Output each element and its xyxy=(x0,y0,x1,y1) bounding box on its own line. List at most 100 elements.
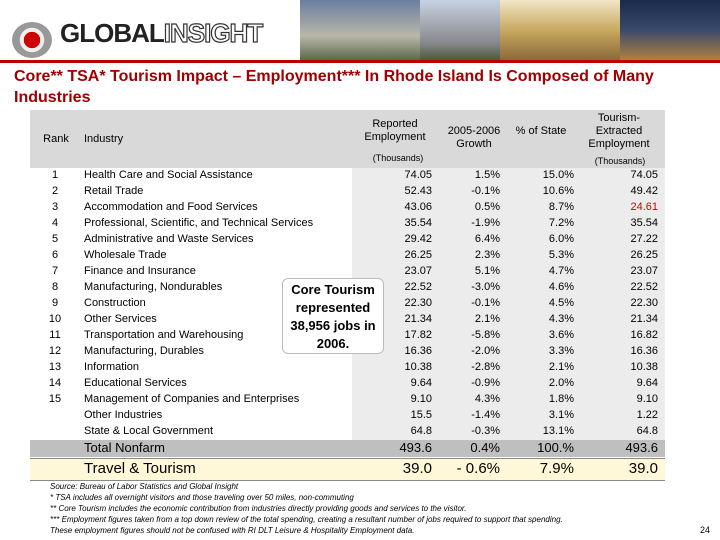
value-cell: -0.1% xyxy=(471,185,500,197)
value-cell: 43.06 xyxy=(404,201,432,213)
value-cell: 21.34 xyxy=(630,313,658,325)
total-cell: 0.4% xyxy=(470,440,500,455)
total-cell: 493.6 xyxy=(625,440,658,455)
rank: 5 xyxy=(51,233,59,245)
industry: Total Nonfarm xyxy=(84,440,165,455)
tourism-bg xyxy=(30,458,665,481)
value-cell: -2.8% xyxy=(471,361,500,373)
value-cell: 2.1% xyxy=(548,361,574,373)
industry: Travel & Tourism xyxy=(84,460,196,477)
value-cell: 4.7% xyxy=(548,265,574,277)
header-cell: Rank xyxy=(43,133,69,145)
value-cell: 2.0% xyxy=(548,377,574,389)
header-cell: % of State xyxy=(515,125,567,137)
value-cell: 1.22 xyxy=(636,409,658,421)
value-cell: 4.3% xyxy=(548,313,574,325)
value-cell: 4.6% xyxy=(548,281,574,293)
value-cell: 64.8 xyxy=(636,425,658,437)
title: Core** TSA* Tourism Impact – Employment*… xyxy=(14,68,654,106)
value-cell: 23.07 xyxy=(404,265,432,277)
rank: 11 xyxy=(49,329,61,341)
value-cell: 5.3% xyxy=(548,249,574,261)
rank: 2 xyxy=(51,185,59,197)
photo xyxy=(620,0,720,60)
value-cell: 22.30 xyxy=(404,297,432,309)
value-cell: 23.07 xyxy=(630,265,658,277)
industry: Professional, Scientific, and Technical … xyxy=(84,217,314,229)
footnote: These employment figures should not be c… xyxy=(50,526,415,535)
value-cell: 27.22 xyxy=(630,233,658,245)
value-cell: 10.38 xyxy=(630,361,658,373)
industry: Wholesale Trade xyxy=(84,249,167,261)
header-cell: Tourism-Extracted Employment xyxy=(588,112,650,150)
tourism-cell: 39.0 xyxy=(628,460,658,477)
value-cell: 16.36 xyxy=(630,345,658,357)
value-cell: 64.8 xyxy=(410,425,432,437)
numbers-bg xyxy=(352,168,665,440)
rank: 8 xyxy=(51,281,59,293)
total-cell: 493.6 xyxy=(399,440,432,455)
rule xyxy=(0,60,720,63)
value-cell: 74.05 xyxy=(630,169,658,181)
footnote: Source: Bureau of Labor Statistics and G… xyxy=(50,482,239,491)
industry: Manufacturing, Nondurables xyxy=(84,281,223,293)
value-cell: 7.2% xyxy=(548,217,574,229)
value-cell: 9.64 xyxy=(410,377,432,389)
rank: 15 xyxy=(48,393,62,405)
value-cell: 1.5% xyxy=(474,169,500,181)
industry: State & Local Government xyxy=(84,425,214,437)
header-cell: Industry xyxy=(84,133,124,145)
value-cell: 6.4% xyxy=(474,233,500,245)
value-cell: -0.3% xyxy=(471,425,500,437)
value-cell: 9.10 xyxy=(636,393,658,405)
logo: GLOBALINSIGHT xyxy=(60,17,264,49)
page-number: 24 xyxy=(700,525,711,535)
industry: Health Care and Social Assistance xyxy=(84,169,253,181)
industry: Retail Trade xyxy=(84,185,144,197)
value-cell: -0.1% xyxy=(471,297,500,309)
value-cell: 52.43 xyxy=(404,185,432,197)
callout: Core Tourism represented 38,956 jobs in … xyxy=(282,278,384,354)
value-cell: 22.52 xyxy=(404,281,432,293)
value-cell: 3.1% xyxy=(548,409,574,421)
value-cell: 22.52 xyxy=(630,281,658,293)
value-cell: 29.42 xyxy=(404,233,432,245)
footnote: *** Employment figures taken from a top … xyxy=(50,515,563,524)
rank: 10 xyxy=(48,313,62,325)
rank: 14 xyxy=(48,377,62,389)
value-cell: 17.82 xyxy=(404,329,432,341)
logo-globe xyxy=(12,22,52,58)
value-cell: 16.82 xyxy=(630,329,658,341)
industry: Information xyxy=(84,361,140,373)
value-cell: 3.3% xyxy=(548,345,574,357)
industry: Management of Companies and Enterprises xyxy=(84,393,300,405)
rank: 9 xyxy=(51,297,59,309)
footnote: * TSA includes all overnight visitors an… xyxy=(50,493,354,502)
value-cell: 26.25 xyxy=(404,249,432,261)
value-cell: 74.05 xyxy=(404,169,432,181)
photo xyxy=(420,0,500,60)
value-cell: 3.6% xyxy=(548,329,574,341)
value-cell: 15.5 xyxy=(410,409,432,421)
rank: 6 xyxy=(51,249,59,261)
rank: 4 xyxy=(51,217,59,229)
value-cell: 35.54 xyxy=(630,217,658,229)
rank: 3 xyxy=(51,201,59,213)
logo-second: INSIGHT xyxy=(163,17,264,48)
table-header-bg xyxy=(30,110,665,168)
value-cell: -1.4% xyxy=(471,409,500,421)
value-cell: 35.54 xyxy=(404,217,432,229)
photo xyxy=(300,0,420,60)
value-cell: 5.1% xyxy=(474,265,500,277)
photo xyxy=(500,0,620,60)
tourism-cell: 7.9% xyxy=(539,460,574,477)
value-cell: 21.34 xyxy=(404,313,432,325)
value-cell: 15.0% xyxy=(542,169,574,181)
value-cell: 2.3% xyxy=(474,249,500,261)
industry: Manufacturing, Durables xyxy=(84,345,204,357)
value-cell: -1.9% xyxy=(471,217,500,229)
value-cell: 10.38 xyxy=(404,361,432,373)
rank: 1 xyxy=(51,169,59,181)
value-cell: 2.1% xyxy=(474,313,500,325)
